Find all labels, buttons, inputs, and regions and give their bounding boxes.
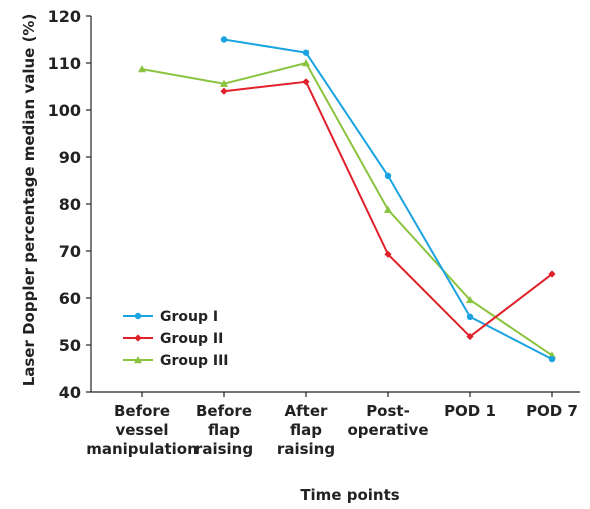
y-tick-label: 80 xyxy=(59,195,81,214)
x-tick-label: Post-operative xyxy=(348,402,429,439)
data-point xyxy=(302,78,310,86)
series-group-i xyxy=(220,36,556,363)
y-tick-label: 110 xyxy=(48,54,81,73)
series-group-ii xyxy=(220,78,556,341)
x-tick-label: After flap raising xyxy=(277,402,335,458)
x-tick-label: Before flap raising xyxy=(195,402,253,458)
series-layer xyxy=(138,36,556,363)
legend-item: Group III xyxy=(123,353,229,369)
data-point xyxy=(220,79,228,87)
legend-label: Group II xyxy=(160,331,223,347)
x-tick-label: POD 1 xyxy=(444,402,496,420)
data-point xyxy=(302,49,310,56)
data-point xyxy=(466,295,474,304)
x-tick-label: Before vessel manipulation xyxy=(86,402,198,458)
data-point xyxy=(548,270,556,278)
data-point xyxy=(548,355,556,363)
data-point xyxy=(466,313,474,320)
y-axis-title: Laser Doppler percentage median value (%… xyxy=(20,14,38,387)
y-tick-label: 50 xyxy=(59,336,81,355)
x-tick-label: POD 7 xyxy=(526,402,578,420)
data-point xyxy=(220,87,228,95)
y-tick-label: 70 xyxy=(59,242,81,261)
y-tick-label: 90 xyxy=(59,148,81,167)
y-tick-label: 60 xyxy=(59,289,81,308)
legend-item: Group II xyxy=(123,331,223,347)
data-point xyxy=(384,205,392,213)
data-point xyxy=(220,36,228,43)
data-point xyxy=(302,59,310,67)
data-point xyxy=(138,65,146,73)
legend-label: Group I xyxy=(160,309,218,325)
legend-marker xyxy=(134,312,142,320)
legend-item: Group I xyxy=(123,309,218,325)
series-line xyxy=(141,61,553,357)
data-point xyxy=(466,332,474,341)
legend: Group I Group II Group III xyxy=(123,309,229,369)
y-tick-label: 40 xyxy=(59,383,81,402)
legend-marker xyxy=(134,334,142,342)
y-ticks: 40 50 60 70 80 90 100 110 120 xyxy=(48,7,91,402)
legend-label: Group III xyxy=(160,353,229,369)
series-group-iii xyxy=(138,59,556,359)
data-point xyxy=(384,172,392,179)
y-tick-label: 120 xyxy=(48,7,81,26)
y-tick-label: 100 xyxy=(48,101,81,120)
x-axis-title: Time points xyxy=(300,486,399,504)
data-point xyxy=(384,250,392,258)
legend-marker xyxy=(134,356,142,364)
